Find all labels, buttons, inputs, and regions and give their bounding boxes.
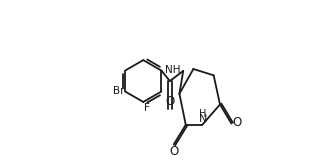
- Text: H: H: [199, 109, 206, 119]
- Text: O: O: [232, 116, 242, 129]
- Text: N: N: [199, 114, 207, 124]
- Text: NH: NH: [165, 65, 180, 75]
- Text: F: F: [144, 103, 150, 113]
- Text: O: O: [169, 145, 178, 158]
- Text: Br: Br: [113, 87, 124, 96]
- Text: O: O: [165, 95, 175, 108]
